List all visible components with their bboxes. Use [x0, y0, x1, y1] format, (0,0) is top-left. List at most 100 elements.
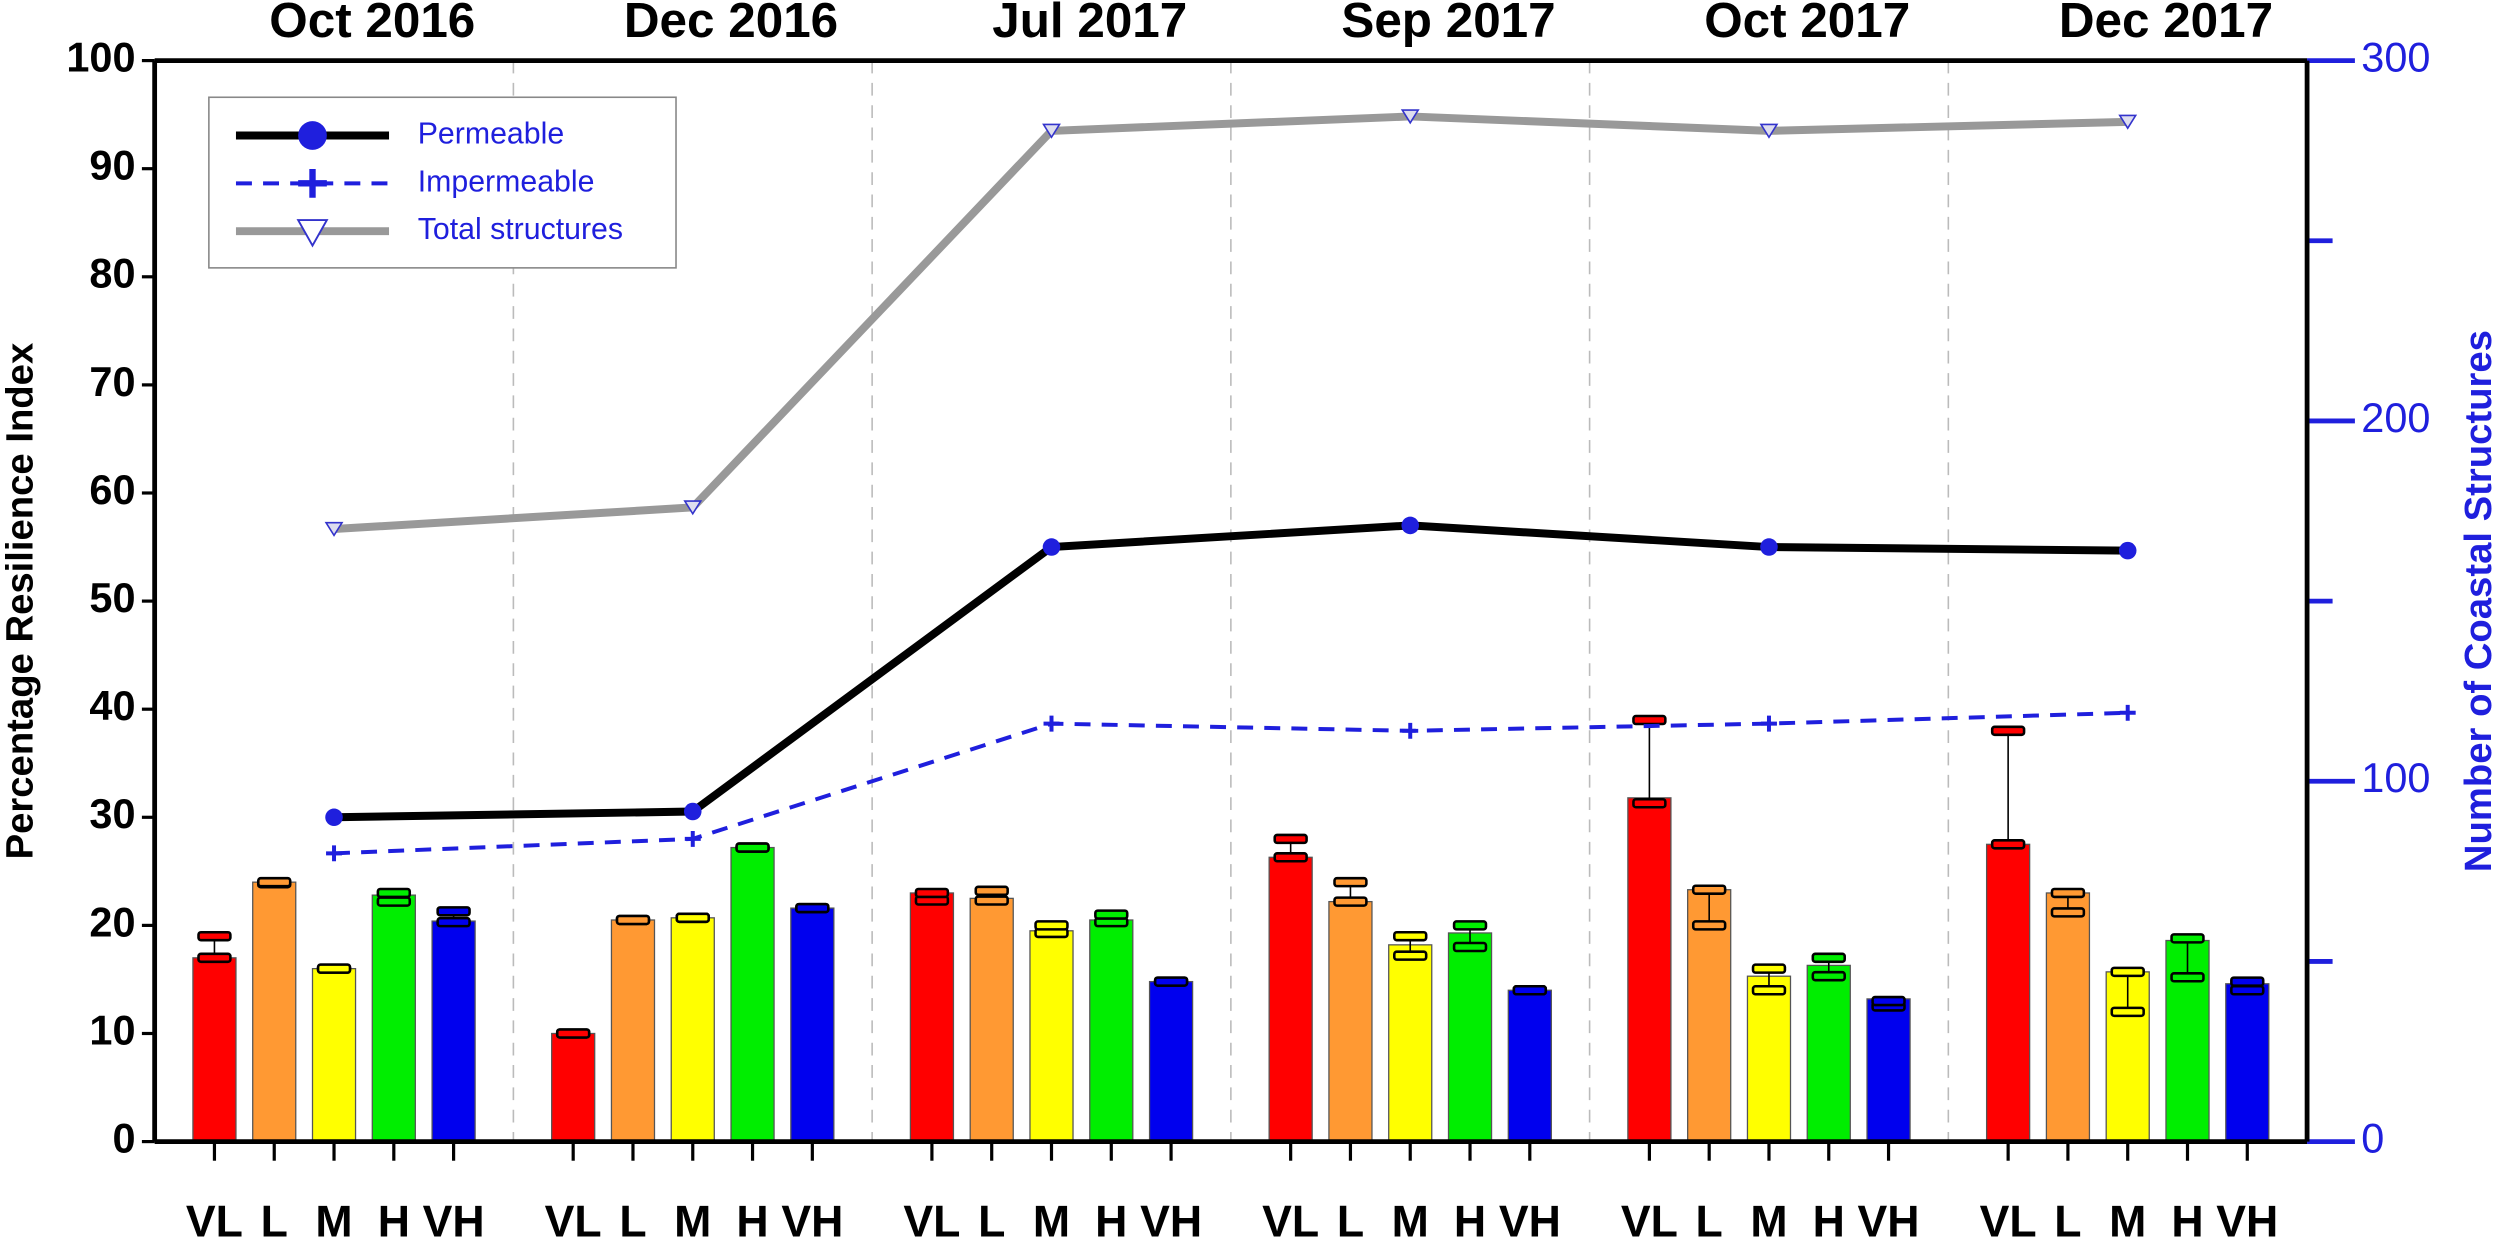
- group-title: Sep 2017: [1341, 0, 1555, 48]
- error-cap: [615, 914, 651, 926]
- line-marker: [1400, 109, 1420, 125]
- x-tick-label: H: [2171, 1197, 2203, 1243]
- error-cap: [1333, 876, 1368, 888]
- legend-marker: [298, 169, 327, 198]
- y-tick-label: 0: [112, 1115, 135, 1162]
- error-cap: [2230, 976, 2265, 987]
- x-tick-label: VH: [1499, 1197, 1561, 1243]
- x-tick-label: M: [1392, 1197, 1429, 1243]
- y-axis-label: Percentage Resilience Index: [0, 343, 41, 860]
- x-tick-label: L: [261, 1197, 288, 1243]
- y-tick-label: 20: [89, 898, 135, 945]
- error-cap: [376, 887, 412, 899]
- error-cap: [675, 912, 710, 924]
- error-cap: [2170, 972, 2205, 983]
- x-tick-label: M: [674, 1197, 711, 1243]
- x-tick-label: M: [315, 1197, 352, 1243]
- error-cap: [1512, 984, 1548, 996]
- error-cap: [1811, 952, 1846, 964]
- group-title: Jul 2017: [992, 0, 1187, 48]
- error-cap: [795, 902, 830, 914]
- error-cap: [1751, 984, 1787, 996]
- x-tick-label: VL: [186, 1197, 243, 1243]
- bar: [1089, 919, 1134, 1143]
- error-cap: [197, 952, 232, 964]
- bar: [551, 1032, 596, 1143]
- line-series: [333, 521, 2128, 822]
- group-title: Oct 2017: [1704, 0, 1910, 48]
- bar: [192, 957, 237, 1143]
- error-cap: [1990, 725, 2026, 737]
- x-tick-label: M: [1750, 1197, 1787, 1243]
- line-marker: [1401, 516, 1420, 535]
- y-tick-label: 90: [89, 142, 135, 189]
- x-tick-label: VH: [1858, 1197, 1920, 1243]
- error-cap: [316, 963, 352, 974]
- group-title: Dec 2017: [2059, 0, 2273, 48]
- x-tick-label: H: [1813, 1197, 1845, 1243]
- y2-tick-label: 0: [2361, 1115, 2384, 1162]
- bar: [252, 881, 297, 1143]
- x-tick-label: M: [2109, 1197, 2146, 1243]
- legend-box: [208, 96, 677, 269]
- line-marker: [326, 845, 342, 862]
- error-cap: [1452, 941, 1488, 953]
- error-cap: [1751, 963, 1787, 974]
- line-marker: [683, 802, 702, 821]
- bar: [790, 907, 835, 1143]
- bar: [1806, 964, 1851, 1143]
- x-tick-label: L: [619, 1197, 646, 1243]
- bar: [1746, 975, 1792, 1143]
- bar: [670, 917, 715, 1143]
- group-title: Dec 2016: [624, 0, 838, 48]
- x-tick-label: L: [978, 1197, 1005, 1243]
- line-marker: [683, 500, 703, 516]
- bar: [2225, 983, 2270, 1143]
- bar: [1687, 889, 1732, 1143]
- bar: [1148, 980, 1194, 1143]
- y-tick-label: 50: [89, 574, 135, 621]
- x-tick-label: VL: [545, 1197, 602, 1243]
- legend-label: Impermeable: [418, 165, 595, 198]
- error-cap: [735, 842, 770, 853]
- error-cap: [1333, 896, 1368, 907]
- bar: [1627, 797, 1672, 1143]
- x-tick-label: VL: [1262, 1197, 1319, 1243]
- error-cap: [257, 876, 292, 888]
- line-marker: [325, 808, 343, 827]
- x-tick-label: VL: [1980, 1197, 2037, 1243]
- error-cap: [1393, 930, 1428, 942]
- error-cap: [436, 906, 471, 917]
- error-cap: [2050, 907, 2086, 918]
- y2-tick-label: 200: [2361, 394, 2430, 441]
- error-cap: [555, 1028, 591, 1039]
- x-tick-label: VH: [781, 1197, 843, 1243]
- bar: [1029, 930, 1074, 1143]
- bar: [371, 894, 416, 1143]
- line-marker: [1042, 123, 1061, 139]
- error-cap: [1632, 714, 1667, 726]
- bar: [311, 967, 357, 1143]
- line-marker: [1761, 715, 1777, 732]
- error-cap: [1632, 797, 1667, 809]
- error-cap: [914, 887, 950, 899]
- line-marker: [2119, 704, 2136, 721]
- y2-tick-label: 300: [2361, 34, 2430, 81]
- error-cap: [197, 930, 232, 942]
- y-tick-label: 100: [66, 34, 135, 81]
- x-tick-label: VL: [903, 1197, 960, 1243]
- error-cap: [2110, 966, 2145, 978]
- error-cap: [1452, 920, 1488, 931]
- y-tick-label: 30: [89, 790, 135, 837]
- bar: [1866, 998, 1911, 1143]
- y2-tick-label: 100: [2361, 754, 2430, 801]
- line-marker: [324, 521, 344, 537]
- error-cap: [2110, 1006, 2145, 1018]
- error-cap: [1273, 852, 1308, 863]
- x-tick-label: L: [2054, 1197, 2081, 1243]
- x-tick-label: H: [1454, 1197, 1486, 1243]
- line-marker: [1402, 722, 1419, 739]
- error-cap: [1811, 970, 1846, 982]
- y-tick-label: 10: [89, 1006, 135, 1053]
